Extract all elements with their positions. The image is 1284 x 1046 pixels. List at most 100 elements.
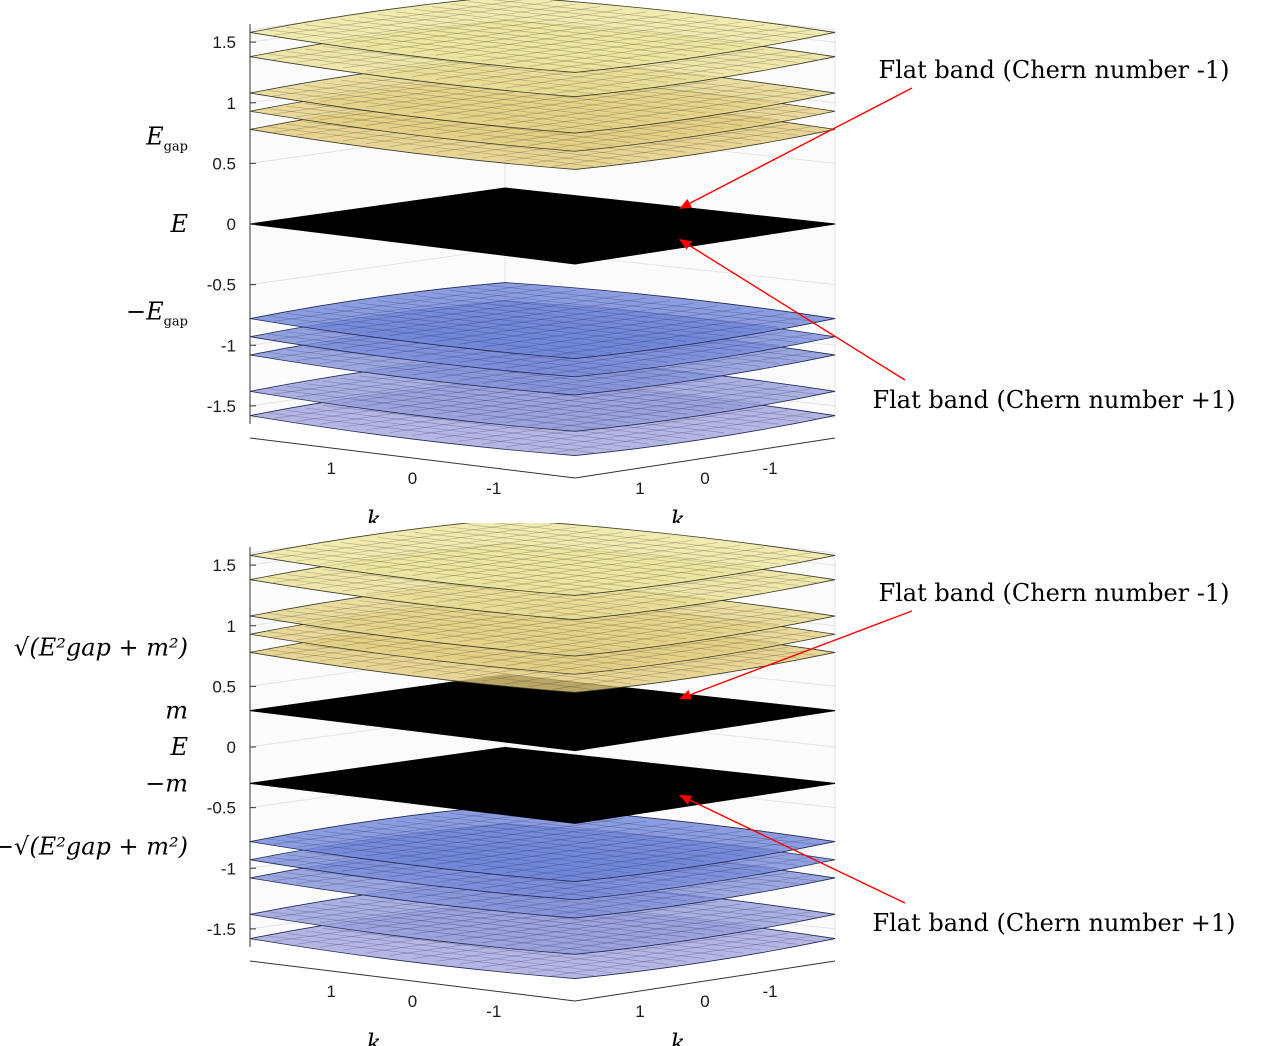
mesh-line [286, 854, 613, 895]
mesh-line [366, 531, 623, 571]
mesh-line [273, 523, 524, 559]
k2-tick-label: 1 [635, 479, 644, 498]
annotation-label: Flat band (Chern number +1) [872, 909, 1235, 937]
mesh-line [395, 534, 724, 573]
mesh-line [458, 305, 718, 345]
z-symbol-labels: Egap E −Egap [126, 123, 189, 330]
mesh-line [268, 613, 594, 654]
annotation-label: Flat band (Chern number +1) [872, 386, 1235, 414]
mesh-line [389, 534, 647, 573]
mesh-line [458, 901, 718, 941]
mesh-line [458, 79, 718, 120]
mesh-line [268, 388, 594, 429]
k2-axis-label: k2 [671, 1029, 694, 1046]
mesh-line [366, 818, 623, 857]
mesh-line [505, 833, 765, 874]
mesh-line [528, 836, 788, 877]
mesh-line [528, 574, 788, 615]
z-axis: -1.5 -1 -0.5 0 0.5 1 1.5 [207, 547, 256, 947]
mesh-line [551, 552, 812, 593]
mesh-line [551, 108, 812, 149]
mesh-line [551, 838, 812, 880]
k1-axis-line [249, 437, 576, 479]
mesh-line [551, 911, 812, 952]
annotation-arrow [679, 87, 913, 209]
mesh-line [482, 82, 741, 122]
mesh-line [505, 608, 765, 648]
mesh-line [458, 542, 718, 582]
mesh-line [482, 903, 741, 944]
mesh-line [268, 90, 594, 131]
mesh-line [304, 85, 631, 125]
z-tick-label: 0.5 [212, 154, 236, 173]
mesh-line [341, 378, 668, 418]
mesh-line [286, 836, 613, 877]
mesh-line [528, 349, 788, 390]
mesh-line [322, 21, 650, 62]
k2-tick-label: -1 [762, 459, 777, 478]
mesh-line [268, 412, 594, 454]
mesh-line [304, 608, 631, 648]
k1-tick-label: 0 [408, 992, 417, 1011]
mesh-line [551, 856, 812, 898]
mesh-line [268, 333, 594, 375]
annotation-label: Flat band (Chern number -1) [878, 56, 1229, 84]
mesh-line [551, 935, 812, 977]
mesh-line [286, 87, 613, 128]
mesh-line [528, 646, 788, 688]
mesh-line [395, 820, 724, 860]
surfaces [249, 523, 836, 979]
mesh-line [341, 602, 668, 643]
mesh-line [458, 602, 718, 643]
plot-area: -1.5 -1 -0.5 0 0.5 1 1.5 1 0 -1 1 0 -1 k1 k2 √(E²gap + … [0, 523, 1236, 1046]
mesh-line [551, 315, 812, 357]
mesh-line [268, 29, 594, 70]
annotation-arrow [679, 794, 906, 904]
mesh-line [528, 26, 788, 68]
mesh-line [359, 898, 687, 938]
mesh-line [273, 0, 524, 36]
band-sheet [249, 523, 836, 596]
dispersive-band-surface [249, 0, 836, 73]
mesh-line [296, 810, 553, 848]
mesh-line [528, 549, 788, 591]
mesh-line [286, 349, 613, 390]
mesh-line [493, 0, 817, 36]
mesh-line [296, 287, 553, 325]
chart-panel-bottom: -1.5 -1 -0.5 0 0.5 1 1.5 1 0 -1 1 0 -1 k1 k2 √(E²gap + … [0, 523, 1284, 1046]
mesh-line [528, 908, 788, 949]
mesh-line [268, 576, 594, 618]
mesh-line [551, 352, 812, 393]
mesh-line [551, 412, 812, 454]
mesh-line [359, 16, 687, 56]
mesh-line [528, 313, 788, 354]
mesh-line [366, 295, 623, 334]
mesh-line [551, 333, 812, 375]
mesh-line [341, 305, 668, 345]
mesh-line [286, 105, 613, 146]
band-sheet [249, 674, 836, 752]
mesh-line [458, 19, 718, 59]
mesh-line [341, 542, 668, 582]
mesh-line [286, 908, 613, 949]
mesh-line [468, 524, 798, 562]
mesh-line [268, 352, 594, 393]
mesh-line [482, 830, 741, 871]
band-sheet [249, 282, 836, 359]
k2-tick-label: -1 [762, 982, 777, 1001]
mesh-line [412, 14, 671, 53]
mesh-line [286, 628, 613, 669]
ground-axes: 1 0 -1 1 0 -1 k1 k2 [249, 960, 836, 1046]
z-tick-label: 1 [227, 617, 236, 636]
k1-tick-label: -1 [486, 1002, 501, 1021]
mesh-line [341, 79, 668, 120]
mesh-line [528, 410, 788, 451]
mesh-line [468, 1, 798, 39]
mesh-line [468, 287, 798, 325]
mesh-line [528, 51, 788, 92]
dispersive-band-surface [249, 282, 836, 359]
z-tick-label: 1.5 [212, 556, 236, 575]
z-tick-label: -0.5 [207, 276, 236, 295]
z-symbol-label: E [169, 210, 188, 238]
mesh-line [528, 87, 788, 128]
